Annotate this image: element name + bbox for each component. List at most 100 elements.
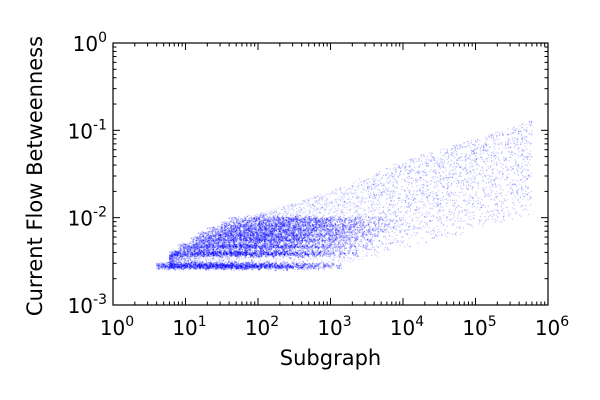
scatter-point <box>350 244 352 246</box>
scatter-point <box>200 264 202 266</box>
scatter-point <box>365 246 367 249</box>
scatter-point <box>229 267 231 269</box>
scatter-point <box>226 263 228 265</box>
scatter-point <box>227 265 229 267</box>
scatter-point <box>254 264 257 266</box>
scatter-point <box>268 265 270 267</box>
scatter-point <box>306 267 308 269</box>
scatter-point <box>299 267 301 269</box>
scatter-point <box>263 265 265 267</box>
scatter-point <box>186 264 188 266</box>
scatter-point <box>183 264 185 266</box>
scatter-point <box>248 261 250 263</box>
scatter-point <box>170 267 173 269</box>
scatter-point <box>241 269 244 271</box>
scatter-point <box>278 244 281 246</box>
scatter-point <box>241 265 243 267</box>
scatter-point <box>223 265 225 267</box>
scatter-point <box>359 245 362 247</box>
scatter-point <box>276 264 279 267</box>
scatter-point <box>339 250 341 252</box>
scatter-point <box>308 263 310 265</box>
scatter-point <box>291 267 293 269</box>
scatter-point <box>279 266 281 268</box>
scatter-point <box>316 252 318 254</box>
scatter-point <box>191 264 193 267</box>
scatter-point <box>241 265 243 267</box>
scatter-point <box>306 249 308 251</box>
scatter-point <box>273 264 276 266</box>
scatter-point <box>213 242 215 244</box>
scatter-point <box>171 251 173 254</box>
scatter-point <box>255 262 257 264</box>
scatter-point <box>265 263 267 265</box>
scatter-point <box>188 242 190 245</box>
scatter-point <box>290 267 292 269</box>
scatter-point <box>218 264 220 266</box>
scatter-point <box>158 265 160 267</box>
scatter-point <box>209 266 211 268</box>
scatter-point <box>219 266 222 268</box>
scatter-point <box>337 267 339 270</box>
scatter-point <box>163 263 165 265</box>
scatter-point <box>234 262 236 264</box>
scatter-point <box>265 261 268 263</box>
scatter-point <box>285 266 287 268</box>
scatter-point <box>159 266 162 269</box>
scatter-point <box>328 265 330 267</box>
scatter-point <box>165 266 167 268</box>
scatter-point <box>179 265 181 267</box>
scatter-point <box>243 264 246 266</box>
scatter-point <box>249 264 251 266</box>
scatter-point <box>264 265 267 267</box>
scatter-point <box>207 268 209 270</box>
scatter-point <box>194 266 196 268</box>
scatter-point <box>283 264 285 266</box>
scatter-point <box>205 269 207 271</box>
scatter-point <box>324 254 326 256</box>
scatter-point <box>232 266 234 268</box>
scatter-point <box>217 264 219 267</box>
scatter-point <box>185 267 187 269</box>
scatter-point <box>303 264 305 266</box>
scatter-point <box>246 266 248 268</box>
scatter-point <box>184 244 186 246</box>
scatter-point <box>336 264 338 266</box>
scatter-point <box>235 264 237 266</box>
scatter-point <box>175 265 178 267</box>
scatter-point <box>251 264 253 267</box>
scatter-point <box>334 251 336 253</box>
scatter-point <box>202 266 204 268</box>
scatter-point <box>328 245 330 247</box>
scatter-point <box>227 264 229 267</box>
scatter-point <box>209 267 211 269</box>
scatter-point <box>234 265 236 267</box>
scatter-point <box>177 265 179 267</box>
scatter-point <box>194 266 197 268</box>
scatter-point <box>243 267 245 269</box>
scatter-point <box>259 263 262 266</box>
scatter-point <box>266 266 268 268</box>
scatter-point <box>213 264 215 266</box>
scatter-point <box>280 267 282 269</box>
scatter-point <box>208 263 210 265</box>
scatter-point <box>175 266 177 268</box>
scatter-point <box>220 263 222 265</box>
scatter-point <box>244 268 246 270</box>
scatter-point <box>181 264 183 266</box>
scatter-point <box>295 266 297 268</box>
scatter-point <box>271 265 273 267</box>
scatter-point <box>287 265 289 267</box>
scatter-point <box>269 266 271 269</box>
scatter-point <box>229 265 231 267</box>
scatter-point <box>191 265 193 267</box>
scatter-point <box>312 256 314 258</box>
scatter-point <box>194 261 196 263</box>
scatter-point <box>227 264 229 267</box>
scatter-point <box>225 265 227 268</box>
scatter-point <box>313 266 316 268</box>
scatter-point <box>283 264 285 266</box>
scatter-point <box>222 265 224 267</box>
scatter-point <box>244 266 246 268</box>
scatter-point <box>280 266 282 268</box>
